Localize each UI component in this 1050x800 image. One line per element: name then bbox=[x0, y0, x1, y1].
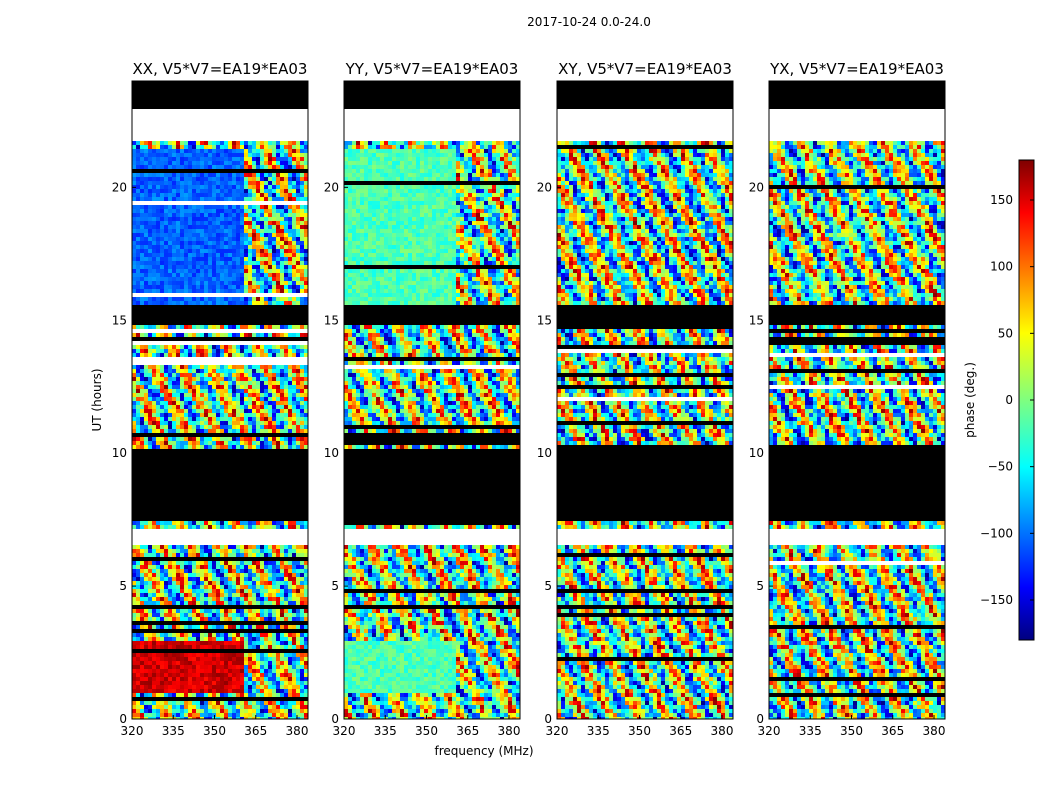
colorbar-tick-label: −50 bbox=[988, 460, 1013, 474]
x-ticks: 320 335 350 365 380 bbox=[546, 715, 734, 738]
y-tick-label: 20 bbox=[112, 180, 127, 194]
x-tick-label: 320 bbox=[758, 724, 781, 738]
x-tick-label: 335 bbox=[374, 724, 397, 738]
x-tick-label: 350 bbox=[628, 724, 651, 738]
y-tick-label: 15 bbox=[749, 313, 764, 327]
x-tick-label: 350 bbox=[840, 724, 863, 738]
colorbar-tick-label: −100 bbox=[980, 526, 1013, 540]
panel-frame bbox=[343, 80, 521, 720]
x-tick-label: 365 bbox=[669, 724, 692, 738]
panel-frame bbox=[768, 80, 946, 720]
x-tick-label: 380 bbox=[498, 724, 521, 738]
colorbar-ticks: 150 100 50 0 −50 −100 −150 bbox=[980, 193, 1034, 607]
x-tick-label: 380 bbox=[286, 724, 309, 738]
heatmap-yy bbox=[344, 81, 521, 719]
heatmap-xx bbox=[132, 81, 309, 719]
panel-frame bbox=[556, 80, 734, 720]
panel-frame bbox=[131, 80, 309, 720]
y-ticks: 0 5 10 15 20 bbox=[749, 180, 773, 726]
x-axis-label: frequency (MHz) bbox=[434, 744, 533, 758]
y-tick-label: 5 bbox=[544, 579, 552, 593]
y-tick-label: 10 bbox=[324, 446, 339, 460]
y-ticks: 0 5 10 15 20 bbox=[324, 180, 348, 726]
x-tick-label: 320 bbox=[121, 724, 144, 738]
x-ticks: 320 335 350 365 380 bbox=[758, 715, 946, 738]
y-tick-label: 15 bbox=[537, 313, 552, 327]
heatmap-xy bbox=[557, 81, 734, 719]
panel-yy: YY, V5*V7=EA19*EA03 320 335 350 365 380 0 5 10… bbox=[324, 60, 521, 738]
panel-title: YY, V5*V7=EA19*EA03 bbox=[345, 60, 519, 78]
x-tick-label: 365 bbox=[244, 724, 267, 738]
y-tick-label: 15 bbox=[112, 313, 127, 327]
y-ticks: 0 5 10 15 20 bbox=[112, 180, 136, 726]
heatmap-yx bbox=[769, 81, 946, 719]
y-tick-label: 20 bbox=[537, 180, 552, 194]
x-tick-label: 335 bbox=[587, 724, 610, 738]
y-tick-label: 0 bbox=[756, 712, 764, 726]
colorbar-tick-label: 50 bbox=[998, 326, 1013, 340]
x-tick-label: 365 bbox=[881, 724, 904, 738]
colorbar-tick-label: 100 bbox=[990, 260, 1013, 274]
x-tick-label: 320 bbox=[333, 724, 356, 738]
panel-yx: YX, V5*V7=EA19*EA03 320 335 350 365 380 0 5 10… bbox=[749, 60, 946, 738]
colorbar: 150 100 50 0 −50 −100 −150 phase (deg.) bbox=[963, 159, 1035, 641]
y-tick-label: 20 bbox=[749, 180, 764, 194]
colorbar-label: phase (deg.) bbox=[963, 362, 977, 438]
x-ticks: 320 335 350 365 380 bbox=[333, 715, 521, 738]
y-tick-label: 20 bbox=[324, 180, 339, 194]
panel-title: YX, V5*V7=EA19*EA03 bbox=[769, 60, 944, 78]
colorbar-tick-label: −150 bbox=[980, 593, 1013, 607]
y-tick-label: 0 bbox=[544, 712, 552, 726]
y-tick-label: 5 bbox=[119, 579, 127, 593]
y-tick-label: 10 bbox=[749, 446, 764, 460]
x-tick-label: 380 bbox=[711, 724, 734, 738]
colorbar-tick-label: 150 bbox=[990, 193, 1013, 207]
x-tick-label: 335 bbox=[799, 724, 822, 738]
x-tick-label: 335 bbox=[162, 724, 185, 738]
figure-suptitle: 2017-10-24 0.0-24.0 bbox=[527, 15, 651, 29]
y-tick-label: 15 bbox=[324, 313, 339, 327]
y-tick-label: 10 bbox=[537, 446, 552, 460]
x-ticks: 320 335 350 365 380 bbox=[121, 715, 309, 738]
panel-xy: XY, V5*V7=EA19*EA03 320 335 350 365 380 0 5 10… bbox=[537, 60, 734, 738]
y-tick-label: 5 bbox=[756, 579, 764, 593]
x-tick-label: 365 bbox=[456, 724, 479, 738]
x-tick-label: 350 bbox=[203, 724, 226, 738]
x-tick-label: 320 bbox=[546, 724, 569, 738]
panel-title: XY, V5*V7=EA19*EA03 bbox=[558, 60, 732, 78]
x-tick-label: 350 bbox=[415, 724, 438, 738]
y-ticks: 0 5 10 15 20 bbox=[537, 180, 561, 726]
panel-title: XX, V5*V7=EA19*EA03 bbox=[133, 60, 308, 78]
x-tick-label: 380 bbox=[923, 724, 946, 738]
y-tick-label: 5 bbox=[331, 579, 339, 593]
colorbar-tick-label: 0 bbox=[1005, 393, 1013, 407]
panel-xx: XX, V5*V7=EA19*EA03 320 335 350 365 380 0 5 10… bbox=[112, 60, 309, 738]
y-tick-label: 0 bbox=[119, 712, 127, 726]
y-tick-label: 0 bbox=[331, 712, 339, 726]
y-tick-label: 10 bbox=[112, 446, 127, 460]
y-axis-label: UT (hours) bbox=[90, 368, 104, 431]
